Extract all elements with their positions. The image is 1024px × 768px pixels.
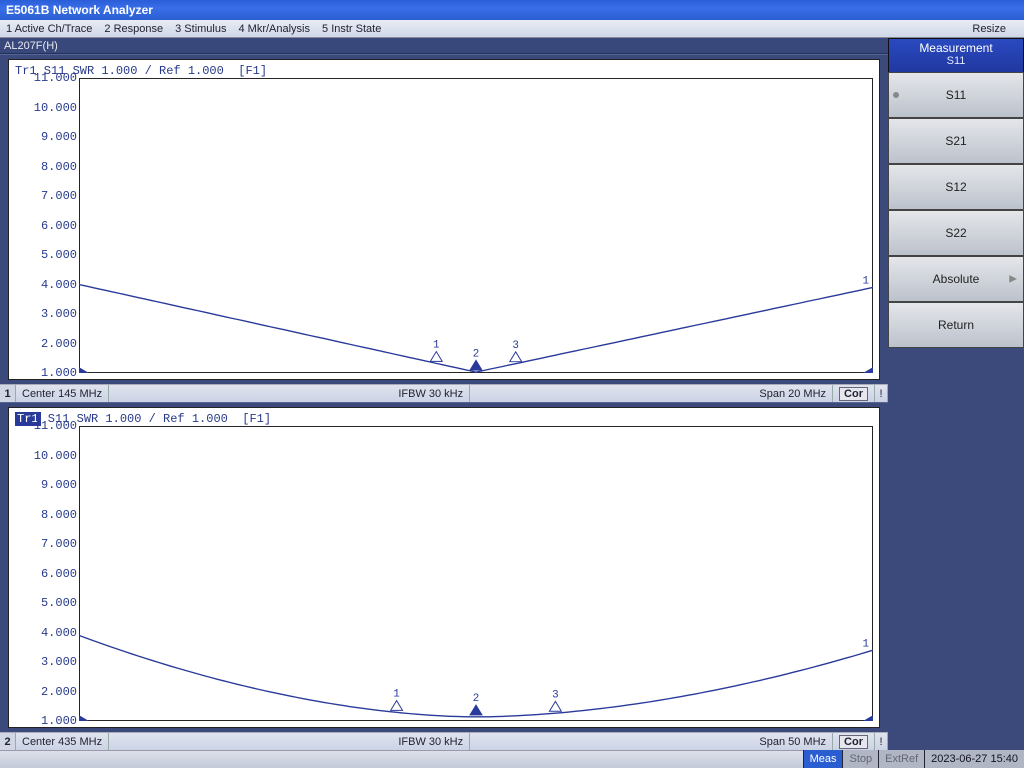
menubar: 1 Active Ch/Trace 2 Response 3 Stimulus … — [0, 20, 1024, 38]
svg-text:1: 1 — [393, 689, 400, 701]
plot-1[interactable]: Tr1 S11 SWR 1.000 / Ref 1.000 [F1] 1 144… — [8, 59, 880, 380]
y-tick: 2.000 — [19, 337, 77, 351]
y-tick: 10.000 — [19, 101, 77, 115]
y-tick: 2.000 — [19, 685, 77, 699]
cor-indicator: Cor — [839, 387, 868, 401]
y-tick: 1.000 — [19, 714, 77, 728]
softkey-return[interactable]: Return — [888, 302, 1024, 348]
span: Span 20 MHz — [753, 385, 833, 402]
y-tick: 5.000 — [19, 248, 77, 262]
y-tick: 7.000 — [19, 189, 77, 203]
y-tick: 9.000 — [19, 130, 77, 144]
ifbw: IFBW 30 kHz — [392, 733, 470, 750]
status-bar: Meas Stop ExtRef 2023-06-27 15:40 — [0, 750, 1024, 768]
chevron-right-icon: ▶ — [1009, 274, 1017, 285]
menu-resize[interactable]: Resize — [972, 23, 1006, 35]
svg-text:2: 2 — [473, 693, 480, 705]
y-tick: 4.000 — [19, 626, 77, 640]
ifbw: IFBW 30 kHz — [392, 385, 470, 402]
softkey-s12[interactable]: S12 — [888, 164, 1024, 210]
y-tick: 8.000 — [19, 160, 77, 174]
y-tick: 6.000 — [19, 219, 77, 233]
info-bar-1: 1 Center 145 MHz IFBW 30 kHz Span 20 MHz… — [0, 384, 888, 402]
svg-text:1: 1 — [862, 638, 869, 650]
menu-item[interactable]: 2 Response — [104, 23, 163, 35]
softkey-column: Measurement S11 S11S21S12S22Absolute▶Ret… — [888, 38, 1024, 750]
chart-panel-2: Tr1 S11 SWR 1.000 / Ref 1.000 [F1] 1 430… — [0, 402, 888, 750]
channel-number: 2 — [0, 733, 16, 750]
y-tick: 4.000 — [19, 278, 77, 292]
y-tick: 3.000 — [19, 307, 77, 321]
menu-item[interactable]: 3 Stimulus — [175, 23, 226, 35]
y-tick: 9.000 — [19, 478, 77, 492]
y-tick: 11.000 — [19, 419, 77, 433]
softkey-absolute[interactable]: Absolute▶ — [888, 256, 1024, 302]
svg-text:2: 2 — [473, 348, 480, 360]
status-meas[interactable]: Meas — [803, 750, 843, 768]
softkey-s21[interactable]: S21 — [888, 118, 1024, 164]
warn-icon: ! — [875, 733, 888, 750]
span: Span 50 MHz — [753, 733, 833, 750]
svg-text:1: 1 — [433, 340, 440, 352]
y-tick: 1.000 — [19, 366, 77, 380]
menu-item[interactable]: 4 Mkr/Analysis — [238, 23, 310, 35]
status-extref: ExtRef — [878, 750, 924, 768]
status-stop[interactable]: Stop — [842, 750, 878, 768]
info-bar-2: 2 Center 435 MHz IFBW 30 kHz Span 50 MHz… — [0, 732, 888, 750]
svg-text:3: 3 — [552, 689, 559, 701]
y-tick: 11.000 — [19, 71, 77, 85]
softkey-subtitle: S11 — [889, 55, 1023, 67]
plot-column: AL207F(H) Tr1 S11 SWR 1.000 / Ref 1.000 … — [0, 38, 888, 750]
channel-header: AL207F(H) — [0, 38, 888, 54]
softkey-header: Measurement S11 — [888, 38, 1024, 72]
menu-item[interactable]: 5 Instr State — [322, 23, 381, 35]
plot-2[interactable]: Tr1 S11 SWR 1.000 / Ref 1.000 [F1] 1 430… — [8, 407, 880, 728]
menu-item[interactable]: 1 Active Ch/Trace — [6, 23, 92, 35]
center-freq: Center 435 MHz — [16, 733, 109, 750]
status-datetime: 2023-06-27 15:40 — [924, 750, 1024, 768]
channel-number: 1 — [0, 385, 16, 402]
window-title: E5061B Network Analyzer — [6, 3, 153, 17]
y-tick: 6.000 — [19, 567, 77, 581]
chart-panel-1: Tr1 S11 SWR 1.000 / Ref 1.000 [F1] 1 144… — [0, 54, 888, 402]
softkey-title: Measurement — [889, 41, 1023, 55]
y-tick: 10.000 — [19, 449, 77, 463]
warn-icon: ! — [875, 385, 888, 402]
y-tick: 5.000 — [19, 596, 77, 610]
titlebar: E5061B Network Analyzer — [0, 0, 1024, 20]
softkey-s22[interactable]: S22 — [888, 210, 1024, 256]
y-tick: 3.000 — [19, 655, 77, 669]
center-freq: Center 145 MHz — [16, 385, 109, 402]
svg-text:3: 3 — [512, 340, 519, 352]
y-tick: 8.000 — [19, 508, 77, 522]
y-tick: 7.000 — [19, 537, 77, 551]
cor-indicator: Cor — [839, 735, 868, 749]
svg-text:1: 1 — [862, 276, 869, 288]
softkey-s11[interactable]: S11 — [888, 72, 1024, 118]
